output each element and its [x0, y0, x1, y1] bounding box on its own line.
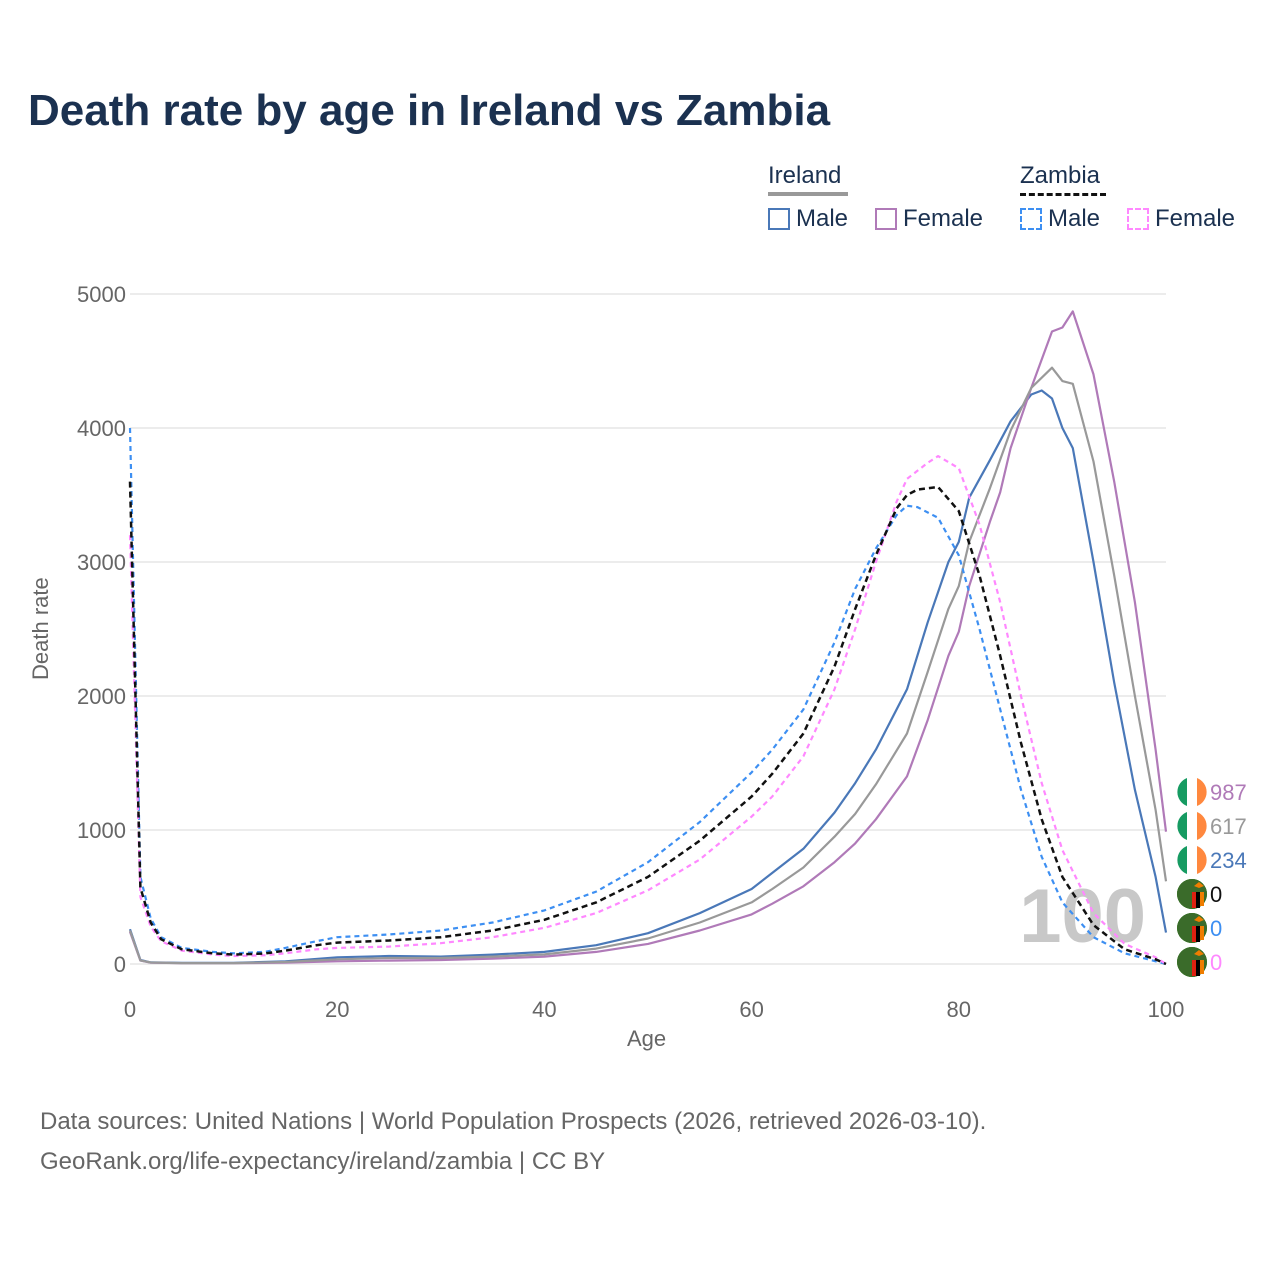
legend-ireland-female[interactable]: Female: [875, 205, 983, 233]
legend-swatch: [875, 208, 897, 230]
legend-label: Female: [1155, 205, 1236, 232]
legend-swatch: [768, 208, 790, 230]
legend-label: Female: [903, 205, 984, 232]
flag-ireland-green: [1177, 812, 1187, 840]
y-tick-label: 5000: [77, 282, 126, 307]
chart-title: Death rate by age in Ireland vs Zambia: [28, 86, 831, 135]
flag-zambia-eagle: [1194, 950, 1204, 956]
flag-zambia-black-stripe: [1196, 960, 1200, 976]
flag-zambia-eagle: [1194, 916, 1204, 922]
source-line-1: Data sources: United Nations | World Pop…: [40, 1108, 987, 1135]
flag-ireland-white: [1187, 846, 1197, 874]
legend-swatch: [1020, 208, 1042, 230]
end-label-ireland-male: 234: [1210, 848, 1247, 873]
y-tick-label: 2000: [77, 684, 126, 709]
end-label-ireland-total: 617: [1210, 814, 1247, 839]
flag-zambia-black-stripe: [1196, 926, 1200, 942]
flag-zambia-orange-stripe: [1200, 892, 1204, 906]
flag-ireland-white: [1187, 778, 1197, 806]
y-tick-label: 1000: [77, 818, 126, 843]
legend-label: Male: [1048, 205, 1101, 232]
x-tick-label: 40: [532, 997, 556, 1022]
end-label-zambia-female: 0: [1210, 950, 1222, 975]
series-line-ireland-male[interactable]: [128, 389, 1168, 964]
legend-ireland-title: Ireland: [768, 162, 848, 196]
legend-zambia-male[interactable]: Male: [1020, 205, 1100, 233]
end-label-zambia-male: 0: [1210, 916, 1222, 941]
y-axis-label: Death rate: [28, 577, 53, 680]
flag-ireland-orange: [1197, 778, 1207, 806]
series-line-zambia-male[interactable]: [128, 427, 1167, 966]
legend-zambia-title: Zambia: [1020, 162, 1106, 196]
series-line-zambia-total[interactable]: [128, 481, 1167, 966]
x-axis-label: Age: [627, 1026, 667, 1051]
y-tick-label: 4000: [77, 416, 126, 441]
x-tick-label: 20: [325, 997, 349, 1022]
legend-ireland-male[interactable]: Male: [768, 205, 848, 233]
flag-zambia-orange-stripe: [1200, 960, 1204, 974]
x-tick-label: 80: [947, 997, 971, 1022]
flag-zambia-black-stripe: [1196, 892, 1200, 908]
legend-swatch: [1127, 208, 1149, 230]
x-tick-label: 100: [1148, 997, 1185, 1022]
y-tick-label: 3000: [77, 550, 126, 575]
x-tick-label: 60: [739, 997, 763, 1022]
flag-ireland-white: [1187, 812, 1197, 840]
flag-ireland-green: [1177, 778, 1187, 806]
flag-ireland-green: [1177, 846, 1187, 874]
line-chart: 0 1000 2000 3000 4000 5000 0 20 40 60 80 100 100 987 6…: [77, 282, 1247, 1022]
flag-zambia-red-stripe: [1192, 960, 1196, 976]
flag-zambia-red-stripe: [1192, 892, 1196, 908]
y-tick-label: 0: [114, 952, 126, 977]
flag-zambia-eagle: [1194, 882, 1204, 888]
series-line-ireland-total[interactable]: [128, 366, 1168, 965]
series-line-zambia-female[interactable]: [128, 455, 1167, 965]
x-tick-label: 0: [124, 997, 136, 1022]
year-watermark: 100: [1019, 874, 1146, 959]
legend-label: Male: [796, 205, 849, 232]
series-line-ireland-female[interactable]: [128, 310, 1168, 965]
legend-zambia-female[interactable]: Female: [1127, 205, 1235, 233]
end-label-ireland-female: 987: [1210, 780, 1247, 805]
flag-ireland-orange: [1197, 846, 1207, 874]
flag-ireland-orange: [1197, 812, 1207, 840]
flag-zambia-red-stripe: [1192, 926, 1196, 942]
source-line-2[interactable]: GeoRank.org/life-expectancy/ireland/zamb…: [40, 1148, 606, 1175]
flag-zambia-orange-stripe: [1200, 926, 1204, 940]
end-label-zambia-total: 0: [1210, 882, 1222, 907]
